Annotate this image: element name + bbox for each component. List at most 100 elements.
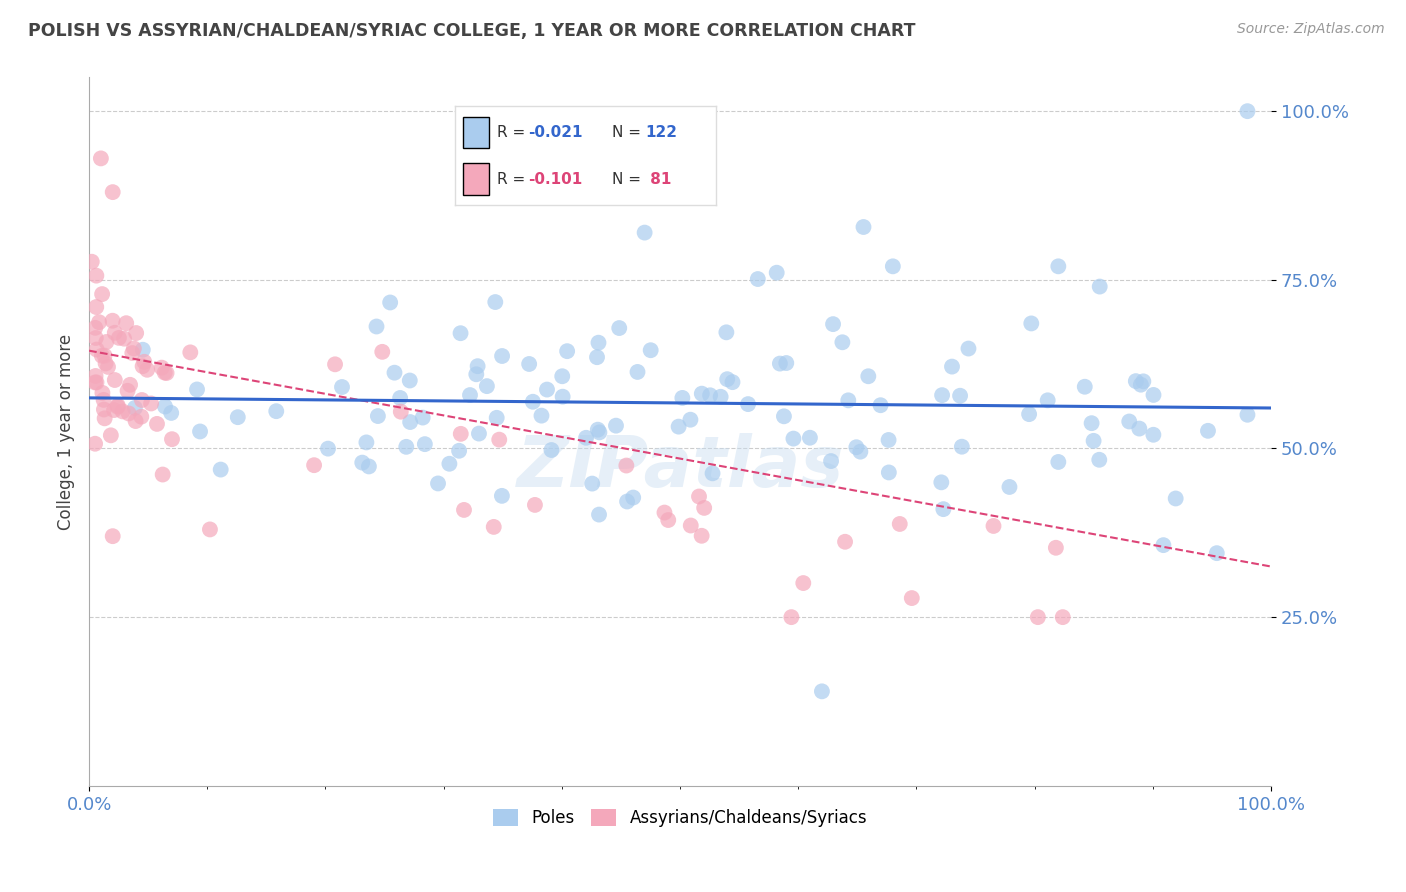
Text: Source: ZipAtlas.com: Source: ZipAtlas.com — [1237, 22, 1385, 37]
Point — [877, 466, 900, 480]
Point — [889, 516, 911, 531]
Point — [226, 410, 249, 425]
Point — [699, 388, 721, 402]
Point — [575, 431, 598, 445]
Point — [1129, 377, 1152, 392]
Point — [101, 314, 124, 328]
Point — [125, 326, 148, 340]
Point — [357, 459, 380, 474]
Point — [93, 392, 115, 407]
Point — [834, 534, 856, 549]
Point — [104, 326, 127, 340]
Point — [482, 520, 505, 534]
Point — [90, 152, 112, 166]
Point — [96, 334, 118, 349]
Point — [1118, 415, 1140, 429]
Point — [782, 432, 804, 446]
Point — [710, 390, 733, 404]
Point — [122, 342, 145, 356]
Point — [104, 373, 127, 387]
Point — [107, 400, 129, 414]
Point — [941, 359, 963, 374]
Point — [690, 386, 713, 401]
Point — [117, 384, 139, 398]
Point — [93, 349, 115, 363]
Point — [264, 404, 287, 418]
Point — [467, 359, 489, 374]
Point — [150, 360, 173, 375]
Point — [1074, 380, 1097, 394]
Point — [209, 462, 232, 476]
Point — [931, 388, 953, 402]
Point — [716, 372, 738, 386]
Point — [716, 326, 738, 340]
Point — [811, 684, 834, 698]
Point — [465, 368, 488, 382]
Point — [769, 357, 792, 371]
Point — [721, 375, 744, 389]
Point — [399, 415, 422, 429]
Point — [799, 431, 821, 445]
Point — [1152, 538, 1174, 552]
Point — [607, 321, 630, 335]
Point — [136, 363, 159, 377]
Point — [352, 456, 374, 470]
Point — [679, 413, 702, 427]
Point — [485, 410, 508, 425]
Point — [131, 392, 153, 407]
Point — [765, 266, 787, 280]
Point — [146, 417, 169, 431]
Point — [97, 359, 120, 374]
Point — [931, 475, 953, 490]
Point — [588, 508, 610, 522]
Point — [586, 350, 609, 364]
Point — [551, 390, 574, 404]
Point — [488, 433, 510, 447]
Point — [858, 369, 880, 384]
Point — [877, 433, 900, 447]
Point — [1236, 104, 1258, 119]
Point — [1036, 393, 1059, 408]
Point — [111, 404, 134, 418]
Point — [124, 414, 146, 428]
Point — [330, 380, 353, 394]
Point — [551, 369, 574, 384]
Point — [302, 458, 325, 473]
Point — [198, 523, 221, 537]
Point — [131, 359, 153, 374]
Point — [586, 423, 609, 437]
Point — [849, 444, 872, 458]
Point — [555, 344, 578, 359]
Point — [107, 399, 129, 413]
Point — [780, 610, 803, 624]
Point — [86, 376, 108, 390]
Point — [94, 356, 117, 370]
Point — [522, 394, 544, 409]
Text: POLISH VS ASSYRIAN/CHALDEAN/SYRIAC COLLEGE, 1 YEAR OR MORE CORRELATION CHART: POLISH VS ASSYRIAN/CHALDEAN/SYRIAC COLLE… — [28, 22, 915, 40]
Point — [91, 287, 114, 301]
Point — [118, 407, 141, 421]
Point — [491, 349, 513, 363]
Point — [316, 442, 339, 456]
Point — [671, 391, 693, 405]
Point — [91, 385, 114, 400]
Point — [124, 401, 146, 415]
Point — [998, 480, 1021, 494]
Point — [450, 326, 472, 341]
Legend: Poles, Assyrians/Chaldeans/Syriacs: Poles, Assyrians/Chaldeans/Syriacs — [486, 803, 875, 834]
Point — [1088, 452, 1111, 467]
Point — [389, 405, 412, 419]
Point — [84, 321, 107, 335]
Point — [668, 419, 690, 434]
Point — [530, 409, 553, 423]
Point — [188, 425, 211, 439]
Point — [626, 365, 648, 379]
Point — [389, 391, 412, 405]
Point — [449, 443, 471, 458]
Point — [693, 500, 716, 515]
Point — [366, 319, 388, 334]
Point — [775, 356, 797, 370]
Point — [837, 393, 859, 408]
Point — [84, 376, 107, 390]
Point — [367, 409, 389, 423]
